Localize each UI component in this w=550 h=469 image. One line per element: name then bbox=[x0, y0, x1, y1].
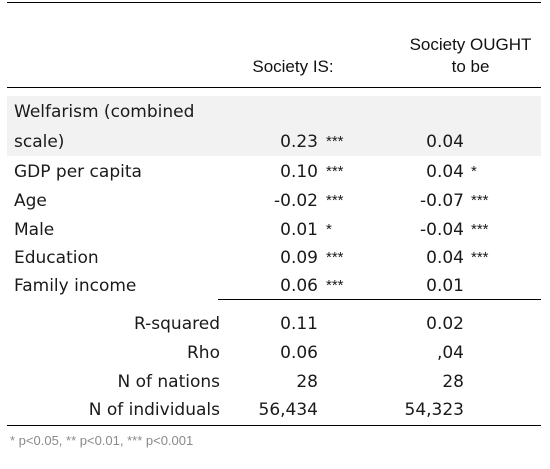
row-label: Education bbox=[14, 248, 99, 268]
stats-ought: 54,323 bbox=[404, 400, 464, 420]
welfarism-row-shading bbox=[7, 96, 541, 156]
stats-ought: 28 bbox=[442, 372, 464, 392]
coef-is: -0.02 bbox=[274, 191, 318, 211]
stats-row: Rho 0.06 ,04 bbox=[0, 338, 550, 368]
row-label-line1: Welfarism (combined bbox=[14, 102, 195, 122]
sig-is: *** bbox=[326, 133, 344, 150]
footnote: * p<0.05, ** p<0.01, *** p<0.001 bbox=[10, 433, 194, 448]
header-society-is-text: Society IS: bbox=[252, 57, 334, 76]
stats-row: N of individuals 56,434 54,323 bbox=[0, 395, 550, 425]
table-row: GDP per capita 0.10 *** 0.04 * bbox=[0, 157, 550, 187]
stats-label: R-squared bbox=[134, 314, 220, 334]
stats-row: N of nations 28 28 bbox=[0, 367, 550, 397]
row-label: Welfarism (combined scale) bbox=[14, 97, 194, 157]
stats-is: 0.11 bbox=[280, 314, 318, 334]
header-rule bbox=[7, 87, 541, 88]
table-row: Welfarism (combined scale) 0.23 *** 0.04 bbox=[0, 97, 550, 157]
stats-rule bbox=[218, 299, 541, 300]
coef-is: 0.06 bbox=[280, 276, 318, 296]
stats-label: N of individuals bbox=[88, 400, 220, 420]
sig-is: *** bbox=[326, 277, 344, 294]
sig-ought: *** bbox=[471, 249, 489, 266]
table-row: Education 0.09 *** 0.04 *** bbox=[0, 243, 550, 273]
top-rule bbox=[7, 2, 541, 3]
coef-ought: -0.04 bbox=[420, 220, 464, 240]
sig-ought: *** bbox=[471, 192, 489, 209]
header-society-is: Society IS: bbox=[218, 56, 368, 78]
stats-label: N of nations bbox=[117, 372, 220, 392]
table-row: Family income 0.06 *** 0.01 bbox=[0, 271, 550, 301]
table-row: Age -0.02 *** -0.07 *** bbox=[0, 186, 550, 216]
sig-ought: * bbox=[471, 163, 477, 180]
table-row: Male 0.01 * -0.04 *** bbox=[0, 215, 550, 245]
row-label-line2: scale) bbox=[14, 132, 65, 152]
header-society-ought-line2: to be bbox=[451, 57, 490, 76]
coef-ought: 0.04 bbox=[426, 132, 464, 152]
coef-is: 0.09 bbox=[280, 248, 318, 268]
sig-is: *** bbox=[326, 192, 344, 209]
stats-ought: ,04 bbox=[436, 343, 464, 363]
row-label: Age bbox=[14, 191, 47, 211]
coef-is: 0.01 bbox=[280, 220, 318, 240]
coef-ought: 0.04 bbox=[426, 162, 464, 182]
stats-is: 56,434 bbox=[258, 400, 318, 420]
sig-is: *** bbox=[326, 249, 344, 266]
sig-is: * bbox=[326, 221, 332, 238]
stats-label: Rho bbox=[187, 343, 220, 363]
header-society-ought: Society OUGHT to be bbox=[388, 34, 550, 78]
sig-is: *** bbox=[326, 163, 344, 180]
coef-ought: 0.04 bbox=[426, 248, 464, 268]
row-label: GDP per capita bbox=[14, 162, 142, 182]
coef-is: 0.10 bbox=[280, 162, 318, 182]
row-label: Family income bbox=[14, 276, 137, 296]
row-label: Male bbox=[14, 220, 55, 240]
bottom-rule bbox=[7, 425, 541, 426]
stats-is: 0.06 bbox=[280, 343, 318, 363]
header-society-ought-line1: Society OUGHT bbox=[409, 35, 532, 54]
stats-is: 28 bbox=[296, 372, 318, 392]
sig-ought: *** bbox=[471, 221, 489, 238]
stats-ought: 0.02 bbox=[426, 314, 464, 334]
coef-is: 0.23 bbox=[280, 132, 318, 152]
coef-ought: 0.01 bbox=[426, 276, 464, 296]
coef-ought: -0.07 bbox=[420, 191, 464, 211]
stats-row: R-squared 0.11 0.02 bbox=[0, 309, 550, 339]
